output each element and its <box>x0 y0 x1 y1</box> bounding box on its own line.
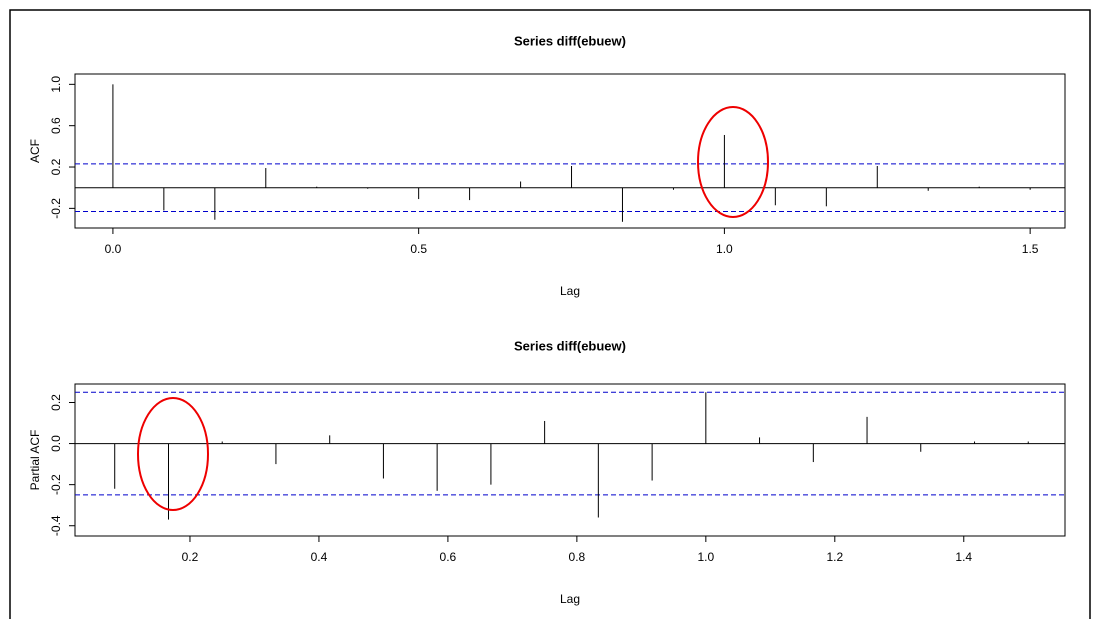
x-axis-label: Lag <box>560 284 580 298</box>
x-tick-label: 1.0 <box>697 550 714 564</box>
y-tick-label: 1.0 <box>49 76 63 93</box>
chart-title: Series diff(ebuew) <box>514 33 626 48</box>
x-tick-label: 0.5 <box>410 242 427 256</box>
x-tick-label: 0.2 <box>182 550 199 564</box>
y-axis-label: Partial ACF <box>28 430 42 491</box>
y-tick-label: 0.6 <box>49 117 63 134</box>
x-tick-label: 0.4 <box>311 550 328 564</box>
y-tick-label: 0.2 <box>49 394 63 411</box>
chart-title: Series diff(ebuew) <box>514 338 626 353</box>
y-tick-label: -0.4 <box>49 515 63 536</box>
y-axis-label: ACF <box>28 139 42 163</box>
x-tick-label: 1.2 <box>826 550 843 564</box>
y-tick-label: 0.2 <box>49 158 63 175</box>
x-tick-label: 0.8 <box>569 550 586 564</box>
highlight-ellipse <box>697 106 769 218</box>
x-tick-label: 1.4 <box>955 550 972 564</box>
y-tick-label: 0.0 <box>49 435 63 452</box>
x-tick-label: 1.5 <box>1022 242 1039 256</box>
frame <box>9 9 1091 619</box>
x-tick-label: 0.0 <box>105 242 122 256</box>
x-tick-label: 1.0 <box>716 242 733 256</box>
x-axis-label: Lag <box>560 592 580 606</box>
y-tick-label: -0.2 <box>49 198 63 219</box>
y-tick-label: -0.2 <box>49 474 63 495</box>
plot-box <box>74 73 1066 229</box>
x-tick-label: 0.6 <box>440 550 457 564</box>
plot-box <box>74 383 1066 537</box>
highlight-ellipse <box>137 397 209 511</box>
